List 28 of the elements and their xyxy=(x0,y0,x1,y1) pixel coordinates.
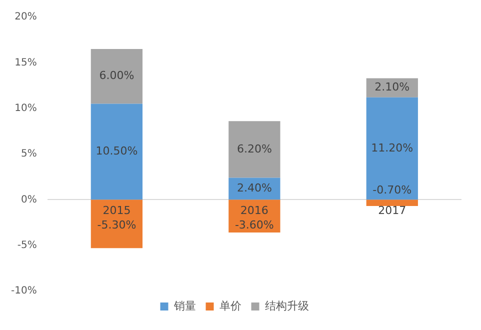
data-label: 6.00% xyxy=(99,69,134,82)
y-tick-label: 5% xyxy=(20,148,37,160)
bar xyxy=(90,104,143,200)
bar xyxy=(90,200,143,248)
y-tick-label: 0% xyxy=(20,194,37,206)
bar xyxy=(366,97,418,200)
data-label: 2.40% xyxy=(236,182,272,195)
legend-label: 结构升级 xyxy=(264,299,309,312)
data-label: 6.20% xyxy=(236,142,272,156)
y-tick-label: 15% xyxy=(14,57,37,68)
x-tick-label: 2016 xyxy=(240,204,268,218)
legend-label: 单价 xyxy=(219,299,242,312)
data-label: -0.70% xyxy=(372,184,412,197)
data-label: 2.10% xyxy=(374,80,410,94)
data-label: -3.60% xyxy=(234,218,274,232)
x-tick-label: 2017 xyxy=(378,204,406,218)
data-label: 10.50% xyxy=(96,144,138,158)
legend-label: 销量 xyxy=(172,299,196,312)
x-tick-label: 2015 xyxy=(102,204,131,218)
y-tick-label: 20% xyxy=(14,12,37,23)
y-tick-label: 10% xyxy=(14,102,37,114)
bar xyxy=(366,200,418,206)
data-label: -5.30% xyxy=(97,218,136,232)
y-tick-label: -10% xyxy=(10,286,37,297)
bar xyxy=(228,121,280,178)
y-tick-label: -5% xyxy=(17,240,37,251)
bar xyxy=(90,48,143,104)
data-label: 11.20% xyxy=(371,141,414,154)
